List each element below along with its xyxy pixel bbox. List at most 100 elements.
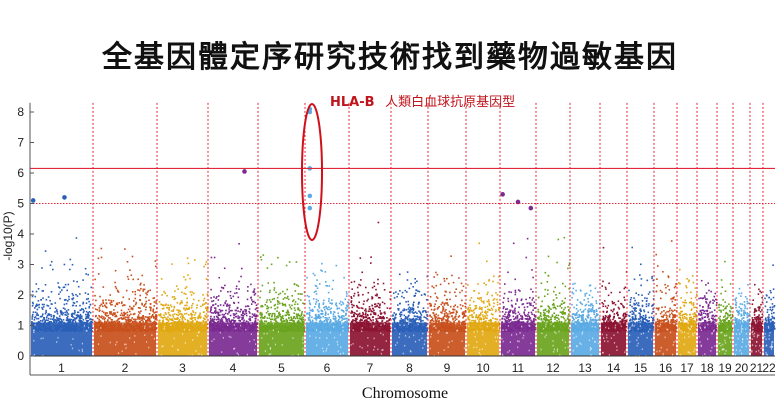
snp-point — [205, 325, 208, 327]
snp-point — [36, 322, 38, 324]
snp-point — [436, 327, 439, 329]
snp-point — [418, 301, 421, 304]
snp-point — [324, 316, 326, 319]
snp-point — [337, 312, 339, 315]
band-gap — [403, 324, 405, 327]
snp-point — [80, 328, 82, 331]
snp-point — [222, 321, 224, 323]
snp-point — [184, 309, 186, 311]
snp-point — [225, 326, 228, 329]
snp-point — [355, 326, 357, 329]
snp-point — [126, 314, 129, 316]
snp-point — [407, 328, 410, 330]
snp-point — [314, 321, 316, 324]
snp-point — [241, 317, 244, 320]
snp-point — [327, 291, 330, 294]
snp-point — [344, 328, 346, 331]
snp-point — [513, 318, 515, 321]
snp-point — [521, 315, 523, 317]
band-gap — [481, 330, 483, 332]
snp-point — [393, 292, 395, 294]
snp-point — [385, 322, 388, 324]
snp-point — [294, 309, 296, 312]
snp-point — [306, 325, 309, 327]
snp-point — [488, 301, 490, 303]
snp-point — [37, 288, 40, 290]
snp-point — [250, 303, 253, 305]
snp-point — [283, 328, 286, 331]
snp-point — [244, 321, 247, 324]
snp-point — [198, 324, 201, 327]
snp-point — [37, 300, 40, 302]
snp-point — [326, 321, 329, 323]
snp-point — [473, 328, 476, 331]
snp-point — [526, 326, 529, 329]
snp-point — [452, 322, 454, 325]
points-layer — [30, 106, 776, 358]
snp-point — [441, 319, 443, 322]
band-gap — [100, 327, 102, 329]
snp-point — [267, 329, 269, 332]
snp-point — [184, 287, 187, 290]
band-gap — [309, 335, 311, 337]
snp-point — [414, 329, 416, 332]
band-gap — [135, 353, 137, 355]
snp-point — [501, 318, 503, 320]
snp-point — [111, 322, 113, 324]
snp-point — [373, 324, 375, 326]
snp-point — [345, 291, 348, 293]
snp-point — [333, 311, 336, 314]
snp-point — [527, 313, 529, 316]
snp-point — [386, 325, 389, 327]
snp-point — [350, 312, 352, 314]
snp-point — [351, 288, 353, 290]
snp-point — [177, 326, 179, 329]
snp-point — [440, 303, 442, 306]
snp-point — [111, 323, 113, 325]
snp-point — [87, 312, 89, 314]
snp-point — [175, 285, 178, 287]
snp-point — [398, 330, 400, 333]
snp-point — [55, 321, 58, 323]
snp-point — [494, 320, 497, 323]
snp-point — [129, 310, 131, 313]
snp-point — [250, 329, 252, 331]
snp-point — [300, 312, 303, 315]
snp-point — [212, 300, 215, 302]
snp-point — [393, 297, 396, 299]
snp-point — [101, 321, 103, 324]
snp-point — [444, 314, 446, 316]
snp-point — [188, 308, 190, 310]
snp-point — [353, 315, 355, 318]
snp-point — [173, 313, 176, 315]
snp-point — [132, 329, 135, 331]
snp-point — [44, 325, 47, 327]
band-gap — [261, 337, 263, 339]
snp-point — [315, 293, 318, 295]
snp-point — [453, 330, 455, 332]
snp-point — [226, 304, 228, 306]
snp-point — [85, 325, 88, 327]
snp-point — [149, 309, 152, 312]
snp-point — [445, 329, 447, 332]
snp-point — [471, 328, 474, 330]
snp-point — [265, 327, 267, 329]
band-gap — [422, 332, 424, 335]
snp-point — [217, 299, 220, 301]
snp-point — [170, 305, 173, 308]
snp-point — [217, 305, 219, 307]
snp-point — [162, 304, 165, 307]
band-gap — [493, 327, 495, 329]
snp-point — [389, 327, 392, 329]
snp-point — [440, 311, 442, 314]
snp-point — [128, 298, 130, 300]
snp-point — [290, 324, 292, 327]
snp-point — [58, 315, 61, 317]
snp-point — [269, 324, 271, 326]
snp-point — [375, 326, 378, 328]
snp-point — [87, 327, 89, 330]
snp-point — [346, 304, 348, 306]
snp-point — [526, 325, 528, 328]
snp-point — [205, 322, 207, 324]
snp-point — [398, 328, 401, 330]
